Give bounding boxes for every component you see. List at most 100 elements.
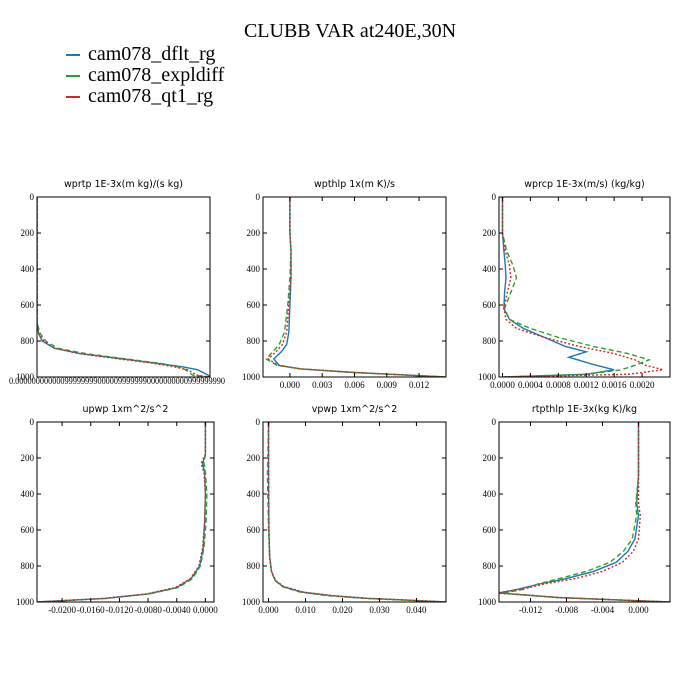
y-tick-label: 400 [483,489,497,499]
y-tick-label: 600 [483,525,497,535]
series-line-2 [37,422,208,602]
series-line-2 [266,422,446,602]
y-tick-label: 200 [483,453,497,463]
y-tick-label: 1000 [478,372,497,382]
panel-frame [36,421,215,603]
series-line-3 [37,197,210,377]
x-tick-label: 0.0008 [546,380,571,390]
x-tick-label: 0.0004 [518,380,543,390]
y-tick-label: 0 [492,417,497,427]
x-tick-label: -0.0160 [77,605,105,615]
x-tick-label: 0.010 [295,605,316,615]
y-tick-label: 1000 [242,597,261,607]
panel-title: wpthlp 1x(m K)/s [314,179,395,190]
legend-swatch-dflt [66,53,80,56]
panel-title: wprtp 1E-3x(m kg)/(s kg) [64,179,183,190]
y-tick-label: 800 [247,336,261,346]
x-tick-labels-overlap: 0.00000000000099999999000009999999000000… [9,376,225,386]
series-line-1 [272,197,446,377]
x-tick-label: -0.0200 [48,605,76,615]
legend-label-qt1: cam078_qt1_rg [88,85,214,107]
legend-swatch-qt1 [66,95,80,98]
y-tick-label: 200 [21,228,35,238]
y-tick-label: 600 [247,300,261,310]
legend-swatch-expldiff [66,74,80,77]
panel-2: wpthlp 1x(m K)/s 0 200 400 600 800 1000 0.000 0.… [242,179,447,390]
y-tick-label: 400 [21,489,35,499]
series-line-2 [503,422,670,602]
x-tick-label: -0.0080 [134,605,162,615]
series-line-1 [501,197,615,377]
x-tick-label: 0.000 [628,605,649,615]
y-tick-label: 600 [247,525,261,535]
y-tick-label: 400 [247,489,261,499]
x-tick-label: 0.003 [312,380,333,390]
panel-frame [498,196,671,378]
series-line-2 [265,197,446,377]
panel-frame [36,196,211,378]
y-tick-label: 0 [30,417,35,427]
legend-entry-expldiff: cam078_expldiff [66,64,225,86]
series-line-3 [499,422,670,602]
x-tick-label: 0.030 [369,605,390,615]
y-tick-label: 0 [492,192,497,202]
y-tick-label: 800 [483,561,497,571]
y-tick-label: 800 [483,336,497,346]
x-tick-label: -0.0040 [163,605,191,615]
series-line-3 [501,197,664,377]
panel-1: wprtp 1E-3x(m kg)/(s kg) 0 200 400 600 800 100… [9,179,225,386]
y-tick-label: 600 [483,300,497,310]
x-tick-label: -0.012 [519,605,542,615]
legend-label-expldiff: cam078_expldiff [88,64,225,86]
panel-title: rtpthlp 1E-3x(kg K)/kg [532,404,637,415]
legend-label-dflt: cam078_dflt_rg [88,43,216,65]
series-line-1 [37,422,207,602]
y-tick-label: 1000 [478,597,497,607]
panel-title: wprcp 1E-3x(m/s) (kg/kg) [524,179,644,190]
x-tick-label: -0.0120 [106,605,134,615]
x-tick-label: -0.008 [555,605,579,615]
panel-title: upwp 1xm^2/s^2 [83,404,169,415]
x-tick-label: 0.006 [344,380,365,390]
series-line-1 [267,422,446,602]
x-tick-label: 0.000 [258,605,279,615]
x-tick-label: -0.004 [591,605,615,615]
y-tick-label: 200 [483,228,497,238]
y-tick-label: 600 [21,525,35,535]
x-tick-label: 0.0016 [602,380,627,390]
y-tick-label: 200 [247,453,261,463]
y-tick-label: 1000 [16,597,35,607]
y-tick-label: 0 [256,192,261,202]
y-tick-label: 800 [247,561,261,571]
y-tick-label: 400 [483,264,497,274]
y-tick-label: 200 [21,453,35,463]
series-line-2 [37,197,210,377]
x-tick-label: 0.020 [332,605,353,615]
panel-6: rtpthlp 1E-3x(kg K)/kg 0 200 400 600 800 1000 -… [478,404,671,615]
series-line-1 [499,422,670,602]
series-line-3 [37,422,207,602]
series-line-3 [267,422,446,602]
series-line-2 [501,197,652,377]
panel-frame [262,421,447,603]
series-line-3 [267,197,446,377]
x-tick-label: 0.0000 [193,605,218,615]
panel-3: wprcp 1E-3x(m/s) (kg/kg) 0 200 400 600 800 100… [478,179,671,390]
x-tick-label: 0.009 [377,380,398,390]
y-tick-label: 0 [256,417,261,427]
legend-entry-qt1: cam078_qt1_rg [66,85,224,107]
legend: cam078_dflt_rg cam078_expldiff cam078_qt… [66,43,225,107]
x-tick-label: 0.0000 [490,380,515,390]
y-tick-label: 200 [247,228,261,238]
y-tick-label: 600 [21,300,35,310]
page-title: CLUBB VAR at240E,30N [243,20,457,42]
panel-frame [498,421,671,603]
legend-entry-dflt: cam078_dflt_rg [66,43,224,65]
x-tick-label: 0.012 [409,380,429,390]
y-tick-label: 400 [21,264,35,274]
x-tick-label: 0.0020 [630,380,655,390]
series-line-1 [37,197,210,377]
x-tick-label: 0.040 [406,605,427,615]
